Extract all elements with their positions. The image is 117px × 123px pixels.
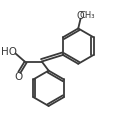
Text: CH₃: CH₃ [79,11,95,20]
Text: O: O [77,11,84,21]
Text: HO: HO [1,47,17,57]
Text: O: O [14,72,23,82]
